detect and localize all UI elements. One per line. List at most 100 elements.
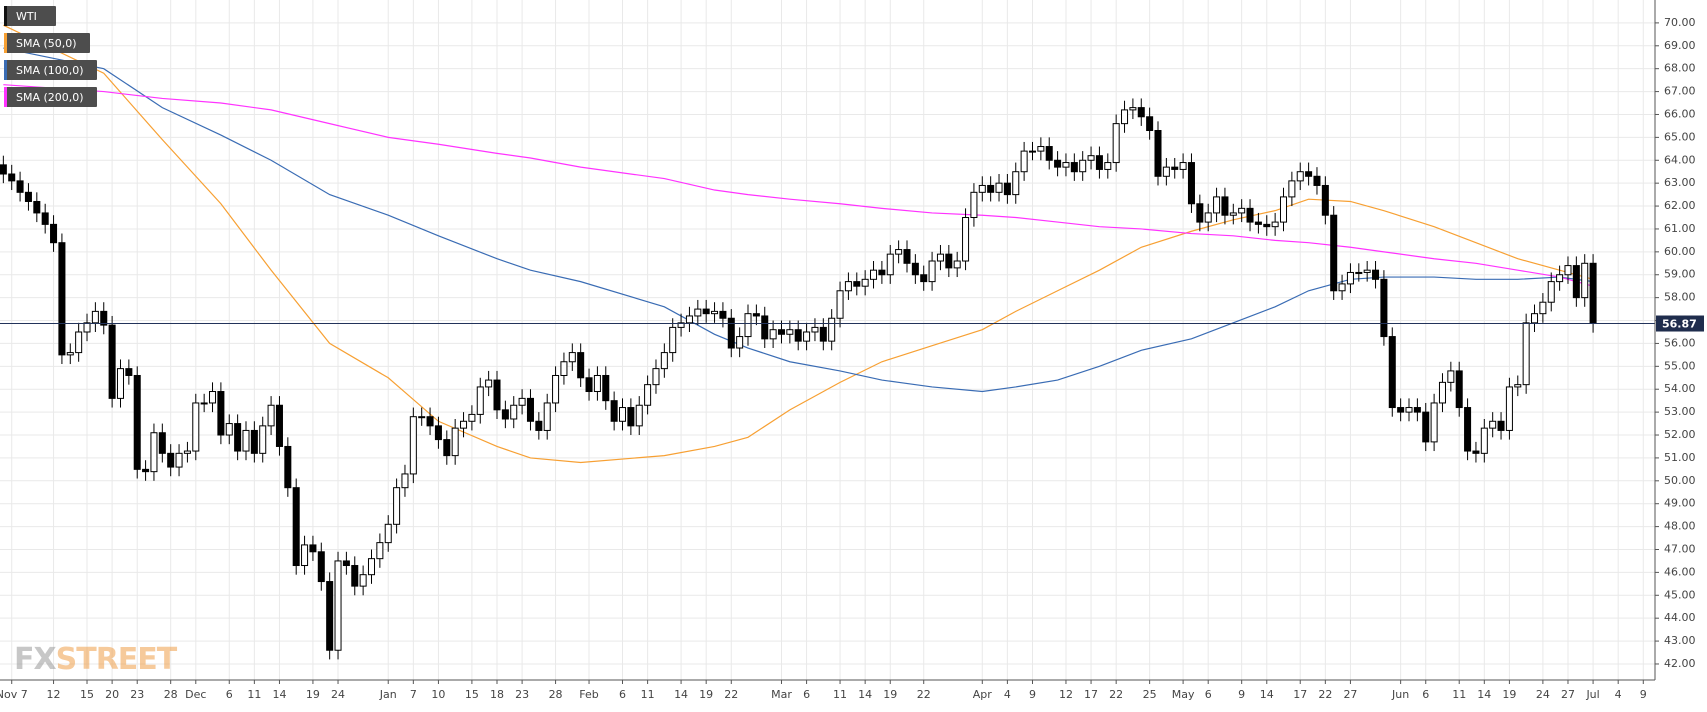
candle-body bbox=[443, 439, 451, 457]
y-tick-label: 43.00 bbox=[1664, 634, 1696, 647]
y-tick-label: 70.00 bbox=[1664, 16, 1696, 29]
x-tick-label: 11 bbox=[833, 688, 847, 701]
x-tick-label: 6 bbox=[619, 688, 626, 701]
candle-body bbox=[1464, 407, 1472, 452]
candle-body bbox=[1522, 322, 1530, 386]
candle-body bbox=[518, 397, 526, 406]
x-tick-label: 22 bbox=[917, 688, 931, 701]
x-tick-label: 6 bbox=[803, 688, 810, 701]
candle-body bbox=[1572, 265, 1580, 299]
candle-body bbox=[1246, 207, 1254, 223]
candle-body bbox=[1363, 269, 1371, 273]
candle-body bbox=[58, 242, 66, 356]
candle-body bbox=[1372, 269, 1380, 280]
x-tick-label: 25 bbox=[1143, 688, 1157, 701]
y-tick-label: 69.00 bbox=[1664, 39, 1696, 52]
plot bbox=[0, 24, 1655, 660]
candle-body bbox=[987, 184, 995, 193]
y-tick-label: 49.00 bbox=[1664, 497, 1696, 510]
x-tick-label: 23 bbox=[130, 688, 144, 701]
candle-body bbox=[1070, 162, 1078, 173]
candle-body bbox=[1003, 182, 1011, 196]
x-tick-label: 14 bbox=[272, 688, 286, 701]
candle-body bbox=[777, 329, 785, 335]
candle-body bbox=[1539, 301, 1547, 315]
x-tick-label: 15 bbox=[465, 688, 479, 701]
x-tick-label: 19 bbox=[883, 688, 897, 701]
x-tick-label: 22 bbox=[1109, 688, 1123, 701]
candle-body bbox=[1229, 212, 1237, 216]
candle-body bbox=[803, 331, 811, 342]
y-tick-label: 60.00 bbox=[1664, 245, 1696, 258]
x-tick-label: 27 bbox=[1343, 688, 1357, 701]
candle-body bbox=[359, 574, 367, 587]
candle-body bbox=[1171, 166, 1179, 170]
candle-body bbox=[828, 317, 836, 342]
x-tick-label: 4 bbox=[1615, 688, 1622, 701]
candle-body bbox=[560, 361, 568, 376]
candle-body bbox=[870, 269, 878, 280]
legend: WTI SMA (50,0) SMA (100,0) SMA (200,0) bbox=[4, 6, 97, 107]
candle-body bbox=[434, 425, 442, 441]
candle-body bbox=[1129, 107, 1137, 111]
candle-body bbox=[552, 374, 560, 404]
candle-body bbox=[485, 379, 493, 388]
candle-body bbox=[1380, 278, 1388, 338]
candle-body bbox=[1405, 407, 1413, 413]
candle-body bbox=[1531, 313, 1539, 324]
candle-body bbox=[526, 397, 534, 422]
legend-swatch bbox=[4, 60, 7, 80]
legend-box bbox=[4, 60, 97, 80]
candle-body bbox=[200, 402, 208, 405]
y-tick-label: 54.00 bbox=[1664, 382, 1696, 395]
candle-body bbox=[460, 420, 468, 429]
y-tick-label: 62.00 bbox=[1664, 199, 1696, 212]
y-tick-label: 61.00 bbox=[1664, 222, 1696, 235]
candle-body bbox=[75, 331, 83, 354]
candle-body bbox=[1087, 155, 1095, 161]
candle-body bbox=[660, 352, 668, 370]
x-tick-label: 15 bbox=[80, 688, 94, 701]
candle-body bbox=[1079, 159, 1087, 173]
candle-body bbox=[317, 551, 325, 583]
x-tick-label: 24 bbox=[331, 688, 345, 701]
candle-body bbox=[1388, 336, 1396, 409]
candle-body bbox=[1121, 109, 1129, 125]
candle-body bbox=[0, 164, 7, 175]
candle-body bbox=[1254, 221, 1262, 225]
x-tick-label: 19 bbox=[699, 688, 713, 701]
watermark-fx: FX bbox=[14, 642, 56, 677]
candle-body bbox=[1112, 123, 1120, 164]
x-tick-label: 28 bbox=[549, 688, 563, 701]
legend-label: SMA (50,0) bbox=[16, 37, 77, 50]
x-tick-label: 9 bbox=[1029, 688, 1036, 701]
candle-body bbox=[744, 313, 752, 338]
legend-box bbox=[4, 33, 90, 53]
candle-body bbox=[844, 281, 852, 292]
candle-body bbox=[786, 329, 794, 335]
candle-body bbox=[853, 281, 861, 287]
candle-body bbox=[33, 200, 41, 214]
candle-body bbox=[895, 249, 903, 255]
candle-body bbox=[585, 377, 593, 393]
x-tick-label: Dec bbox=[185, 688, 206, 701]
candle-body bbox=[133, 374, 141, 470]
candle-body bbox=[1497, 420, 1505, 431]
candle-body bbox=[1062, 162, 1070, 168]
x-tick-label: 11 bbox=[247, 688, 261, 701]
candle-body bbox=[242, 429, 250, 452]
candle-body bbox=[945, 253, 953, 269]
candle-body bbox=[1196, 203, 1204, 223]
candle-body bbox=[125, 368, 133, 376]
candle-body bbox=[936, 253, 944, 262]
candle-body bbox=[326, 581, 334, 651]
candle-body bbox=[1589, 262, 1597, 325]
candle-body bbox=[1430, 402, 1438, 443]
candle-body bbox=[1505, 386, 1513, 431]
candle-body bbox=[468, 413, 476, 422]
candle-body bbox=[644, 384, 652, 406]
candle-body bbox=[384, 523, 392, 544]
candle-body bbox=[167, 452, 175, 468]
candle-body bbox=[1238, 207, 1246, 214]
candle-body bbox=[1204, 212, 1212, 223]
